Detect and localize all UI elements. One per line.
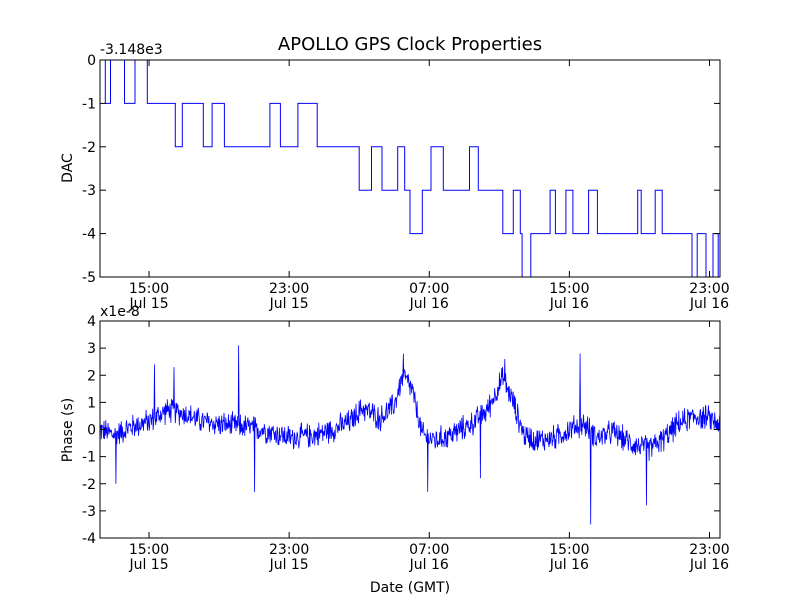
dac-offset-label: -3.148e3 [100, 42, 163, 58]
y-tick-label: 2 [87, 368, 96, 384]
x-tick-date-label: Jul 16 [549, 557, 589, 573]
chart-title: APOLLO GPS Clock Properties [278, 34, 542, 55]
x-tick-date-label: Jul 16 [689, 557, 729, 573]
x-tick-date-label: Jul 16 [689, 296, 729, 312]
x-tick-time-label: 23:00 [269, 542, 309, 558]
y-tick-label: -2 [82, 477, 96, 493]
phase-y-axis-label: Phase (s) [60, 398, 76, 462]
dac-plot-frame [99, 59, 721, 278]
y-tick-label: 3 [87, 341, 96, 357]
y-tick-label: -5 [82, 270, 96, 286]
x-tick-time-label: 15:00 [129, 542, 169, 558]
x-tick-time-label: 15:00 [549, 281, 589, 297]
y-tick-label: 0 [87, 423, 96, 439]
x-tick-date-label: Jul 16 [549, 296, 589, 312]
dac-series-group [100, 59, 721, 278]
x-tick-time-label: 15:00 [129, 281, 169, 297]
phase-offset-label: x1e-8 [100, 304, 140, 320]
y-tick-label: 0 [87, 53, 96, 69]
x-tick-date-label: Jul 15 [128, 557, 168, 573]
x-tick-time-label: 07:00 [409, 281, 449, 297]
x-tick-date-label: Jul 16 [409, 557, 449, 573]
x-tick-time-label: 23:00 [689, 281, 729, 297]
y-tick-label: -4 [82, 227, 96, 243]
x-tick-date-label: Jul 15 [128, 296, 168, 312]
dac-y-axis-label: DAC [60, 153, 76, 183]
y-tick-label: -1 [82, 96, 96, 112]
x-tick-time-label: 15:00 [549, 542, 589, 558]
x-tick-date-label: Jul 15 [269, 296, 309, 312]
x-tick-time-label: 07:00 [409, 542, 449, 558]
x-tick-time-label: 23:00 [269, 281, 309, 297]
y-tick-label: -1 [82, 450, 96, 466]
x-tick-date-label: Jul 15 [269, 557, 309, 573]
y-tick-label: -2 [82, 140, 96, 156]
phase-series-line [99, 345, 721, 525]
phase-series-group [99, 345, 721, 525]
y-tick-label: -3 [82, 183, 96, 199]
x-axis-label: Date (GMT) [370, 580, 450, 596]
y-tick-label: 4 [87, 314, 96, 330]
x-tick-date-label: Jul 16 [409, 296, 449, 312]
x-tick-time-label: 23:00 [689, 542, 729, 558]
dac-series-line [100, 59, 721, 278]
y-tick-label: -3 [82, 504, 96, 520]
y-tick-label: -4 [82, 531, 96, 547]
y-tick-label: 1 [87, 395, 96, 411]
